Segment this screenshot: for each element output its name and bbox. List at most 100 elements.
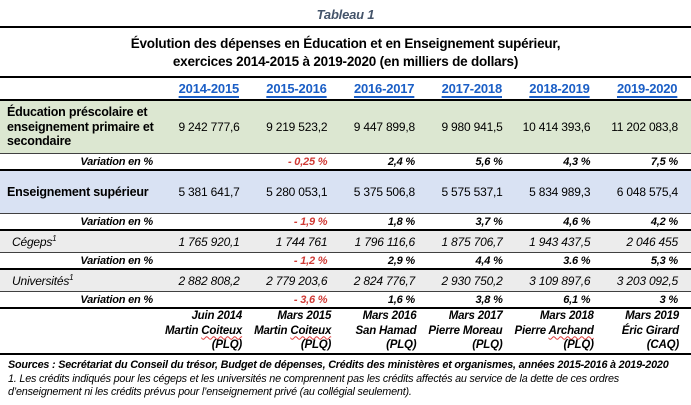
year-header: 2019-2020 xyxy=(616,81,678,96)
variation-cell-negative: - 0,25 % xyxy=(287,155,328,168)
value-cell: 5 381 641,7 xyxy=(178,185,240,199)
minister-party: (PLQ) xyxy=(563,339,594,352)
variation-label: Variation en % xyxy=(80,215,153,228)
row-label-enseignement-superieur: Enseignement supérieur xyxy=(7,184,149,199)
minister-name: Pierre Moreau xyxy=(428,324,503,337)
minister-cell: Mars 2016 San Hamad (PLQ) xyxy=(343,309,428,353)
value-cell: 5 280 053,1 xyxy=(266,185,328,199)
budget-date: Mars 2019 xyxy=(625,310,679,323)
footnote-ref-1: 1 xyxy=(69,273,74,282)
row-cegeps-variation: Variation en % - 1,2 % 2,9 % 4,4 % 3.6 %… xyxy=(0,252,691,270)
minister-cell: Mars 2018 Pierre Archand (PLQ) xyxy=(515,309,606,353)
row-superieur-variation: Variation en % - 1,9 % 1,8 % 3,7 % 4,6 %… xyxy=(0,213,691,231)
budget-date: Juin 2014 xyxy=(191,310,243,323)
variation-cell: 3 % xyxy=(659,293,679,306)
minister-name: San Hamad xyxy=(355,324,417,337)
value-cell: 11 202 083,8 xyxy=(611,120,678,134)
variation-cell: 3,8 % xyxy=(475,293,503,306)
footnote-ref-1: 1 xyxy=(52,234,57,243)
value-cell: 2 779 203,6 xyxy=(266,273,328,288)
variation-cell: 4,4 % xyxy=(475,254,503,267)
year-header: 2016-2017 xyxy=(353,81,415,96)
spellcheck-underlined-word: Archand xyxy=(548,324,594,337)
variation-cell: 7,5 % xyxy=(650,155,678,168)
minister-cell: Mars 2015 Martin Coiteux (PLQ) xyxy=(254,309,343,353)
budget-date: Mars 2015 xyxy=(277,310,332,323)
variation-label: Variation en % xyxy=(80,293,153,306)
value-cell: 1 744 761 xyxy=(275,234,328,249)
spellcheck-underlined-word: Coiteux xyxy=(201,324,243,337)
minister-name: Martin Coiteux xyxy=(254,324,332,337)
variation-cell: 4,2 % xyxy=(650,215,678,228)
minister-cell: Juin 2014 Martin Coiteux (PLQ) xyxy=(165,309,254,353)
minister-party: (PLQ) xyxy=(472,339,503,352)
value-cell: 1 796 116,6 xyxy=(354,234,416,249)
value-cell: 10 414 393,6 xyxy=(522,120,591,134)
value-cell: 2 930 750,2 xyxy=(441,273,503,288)
row-education: Éducation préscolaire et enseignement pr… xyxy=(0,101,691,153)
variation-cell: 2,4 % xyxy=(387,155,415,168)
table-title-line2: exercices 2014-2015 à 2019-2020 (en mill… xyxy=(172,53,519,69)
row-label-cegeps: Cégeps1 xyxy=(12,234,57,249)
year-header: 2015-2016 xyxy=(266,81,327,96)
value-cell: 5 575 537,1 xyxy=(441,185,503,199)
value-cell: 5 375 506,8 xyxy=(353,185,415,199)
table-footer: Sources : Secrétariat du Conseil du trés… xyxy=(0,355,691,400)
variation-cell: 5,6 % xyxy=(475,155,503,168)
value-cell: 9 242 777,6 xyxy=(178,120,240,134)
value-cell: 1 943 437,5 xyxy=(529,234,591,249)
value-cell: 9 447 899,8 xyxy=(353,120,415,134)
variation-label: Variation en % xyxy=(80,155,153,168)
variation-cell: 1,8 % xyxy=(387,215,415,228)
minister-party: (CAQ) xyxy=(646,339,679,352)
variation-cell: 3.6 % xyxy=(563,254,591,267)
variation-label: Variation en % xyxy=(80,254,153,267)
budget-date: Mars 2016 xyxy=(362,310,417,323)
row-label-education: Éducation préscolaire et enseignement pr… xyxy=(7,105,154,149)
minister-cell: Mars 2019 Éric Girard (CAQ) xyxy=(606,309,691,353)
year-header: 2017-2018 xyxy=(441,81,503,96)
minister-name: Martin Coiteux xyxy=(165,324,243,337)
table-title: Évolution des dépenses en Éducation et e… xyxy=(0,28,691,78)
table-caption: Tableau 1 xyxy=(0,0,691,28)
variation-cell-negative: - 3,6 % xyxy=(293,293,328,306)
minister-party: (PLQ) xyxy=(211,339,243,352)
value-cell: 3 109 897,6 xyxy=(529,273,591,288)
value-cell: 2 882 808,2 xyxy=(178,273,240,288)
variation-cell: 4,3 % xyxy=(563,155,591,168)
value-cell: 3 203 092,5 xyxy=(616,273,678,288)
row-enseignement-superieur: Enseignement supérieur 5 381 641,7 5 280… xyxy=(0,171,691,213)
table-title-line1: Évolution des dépenses en Éducation et e… xyxy=(130,35,561,51)
year-header-row: 2014-2015 2015-2016 2016-2017 2017-2018 … xyxy=(0,78,691,101)
variation-cell: 5,3 % xyxy=(650,254,678,267)
value-cell: 1 875 706,7 xyxy=(441,234,503,249)
footnote-1: 1. Les crédits indiqués pour les cégeps … xyxy=(8,372,619,399)
minister-party: (PLQ) xyxy=(386,339,417,352)
row-universites: Universités1 2 882 808,2 2 779 203,6 2 8… xyxy=(0,270,691,291)
value-cell: 9 219 523,2 xyxy=(266,120,328,134)
minister-name: Éric Girard xyxy=(621,324,679,337)
variation-cell: 6,1 % xyxy=(563,293,591,306)
row-education-variation: Variation en % - 0,25 % 2,4 % 5,6 % 4,3 … xyxy=(0,153,691,171)
minister-party: (PLQ) xyxy=(300,339,332,352)
variation-cell: 4,6 % xyxy=(563,215,591,228)
value-cell: 5 834 989,3 xyxy=(529,185,591,199)
row-label-universites: Universités1 xyxy=(12,273,74,288)
year-header: 2018-2019 xyxy=(529,81,590,96)
budget-date: Mars 2018 xyxy=(539,310,594,323)
value-cell: 2 046 455 xyxy=(626,234,678,249)
variation-cell-negative: - 1,2 % xyxy=(293,254,328,267)
value-cell: 9 980 941,5 xyxy=(441,120,503,134)
value-cell: 6 048 575,4 xyxy=(616,185,678,199)
row-universites-variation: Variation en % - 3,6 % 1,6 % 3,8 % 6,1 %… xyxy=(0,291,691,309)
sources-line: Sources : Secrétariat du Conseil du trés… xyxy=(8,359,669,371)
minister-name: Pierre Archand xyxy=(514,324,594,337)
minister-cell: Mars 2017 Pierre Moreau (PLQ) xyxy=(428,309,514,353)
spellcheck-underlined-word: Coiteux xyxy=(290,324,332,337)
year-header: 2014-2015 xyxy=(178,81,240,96)
value-cell: 1 765 920,1 xyxy=(178,234,240,249)
variation-cell: 1,6 % xyxy=(387,293,415,306)
row-cegeps: Cégeps1 1 765 920,1 1 744 761 1 796 116,… xyxy=(0,231,691,252)
value-cell: 2 824 776,7 xyxy=(353,273,415,288)
